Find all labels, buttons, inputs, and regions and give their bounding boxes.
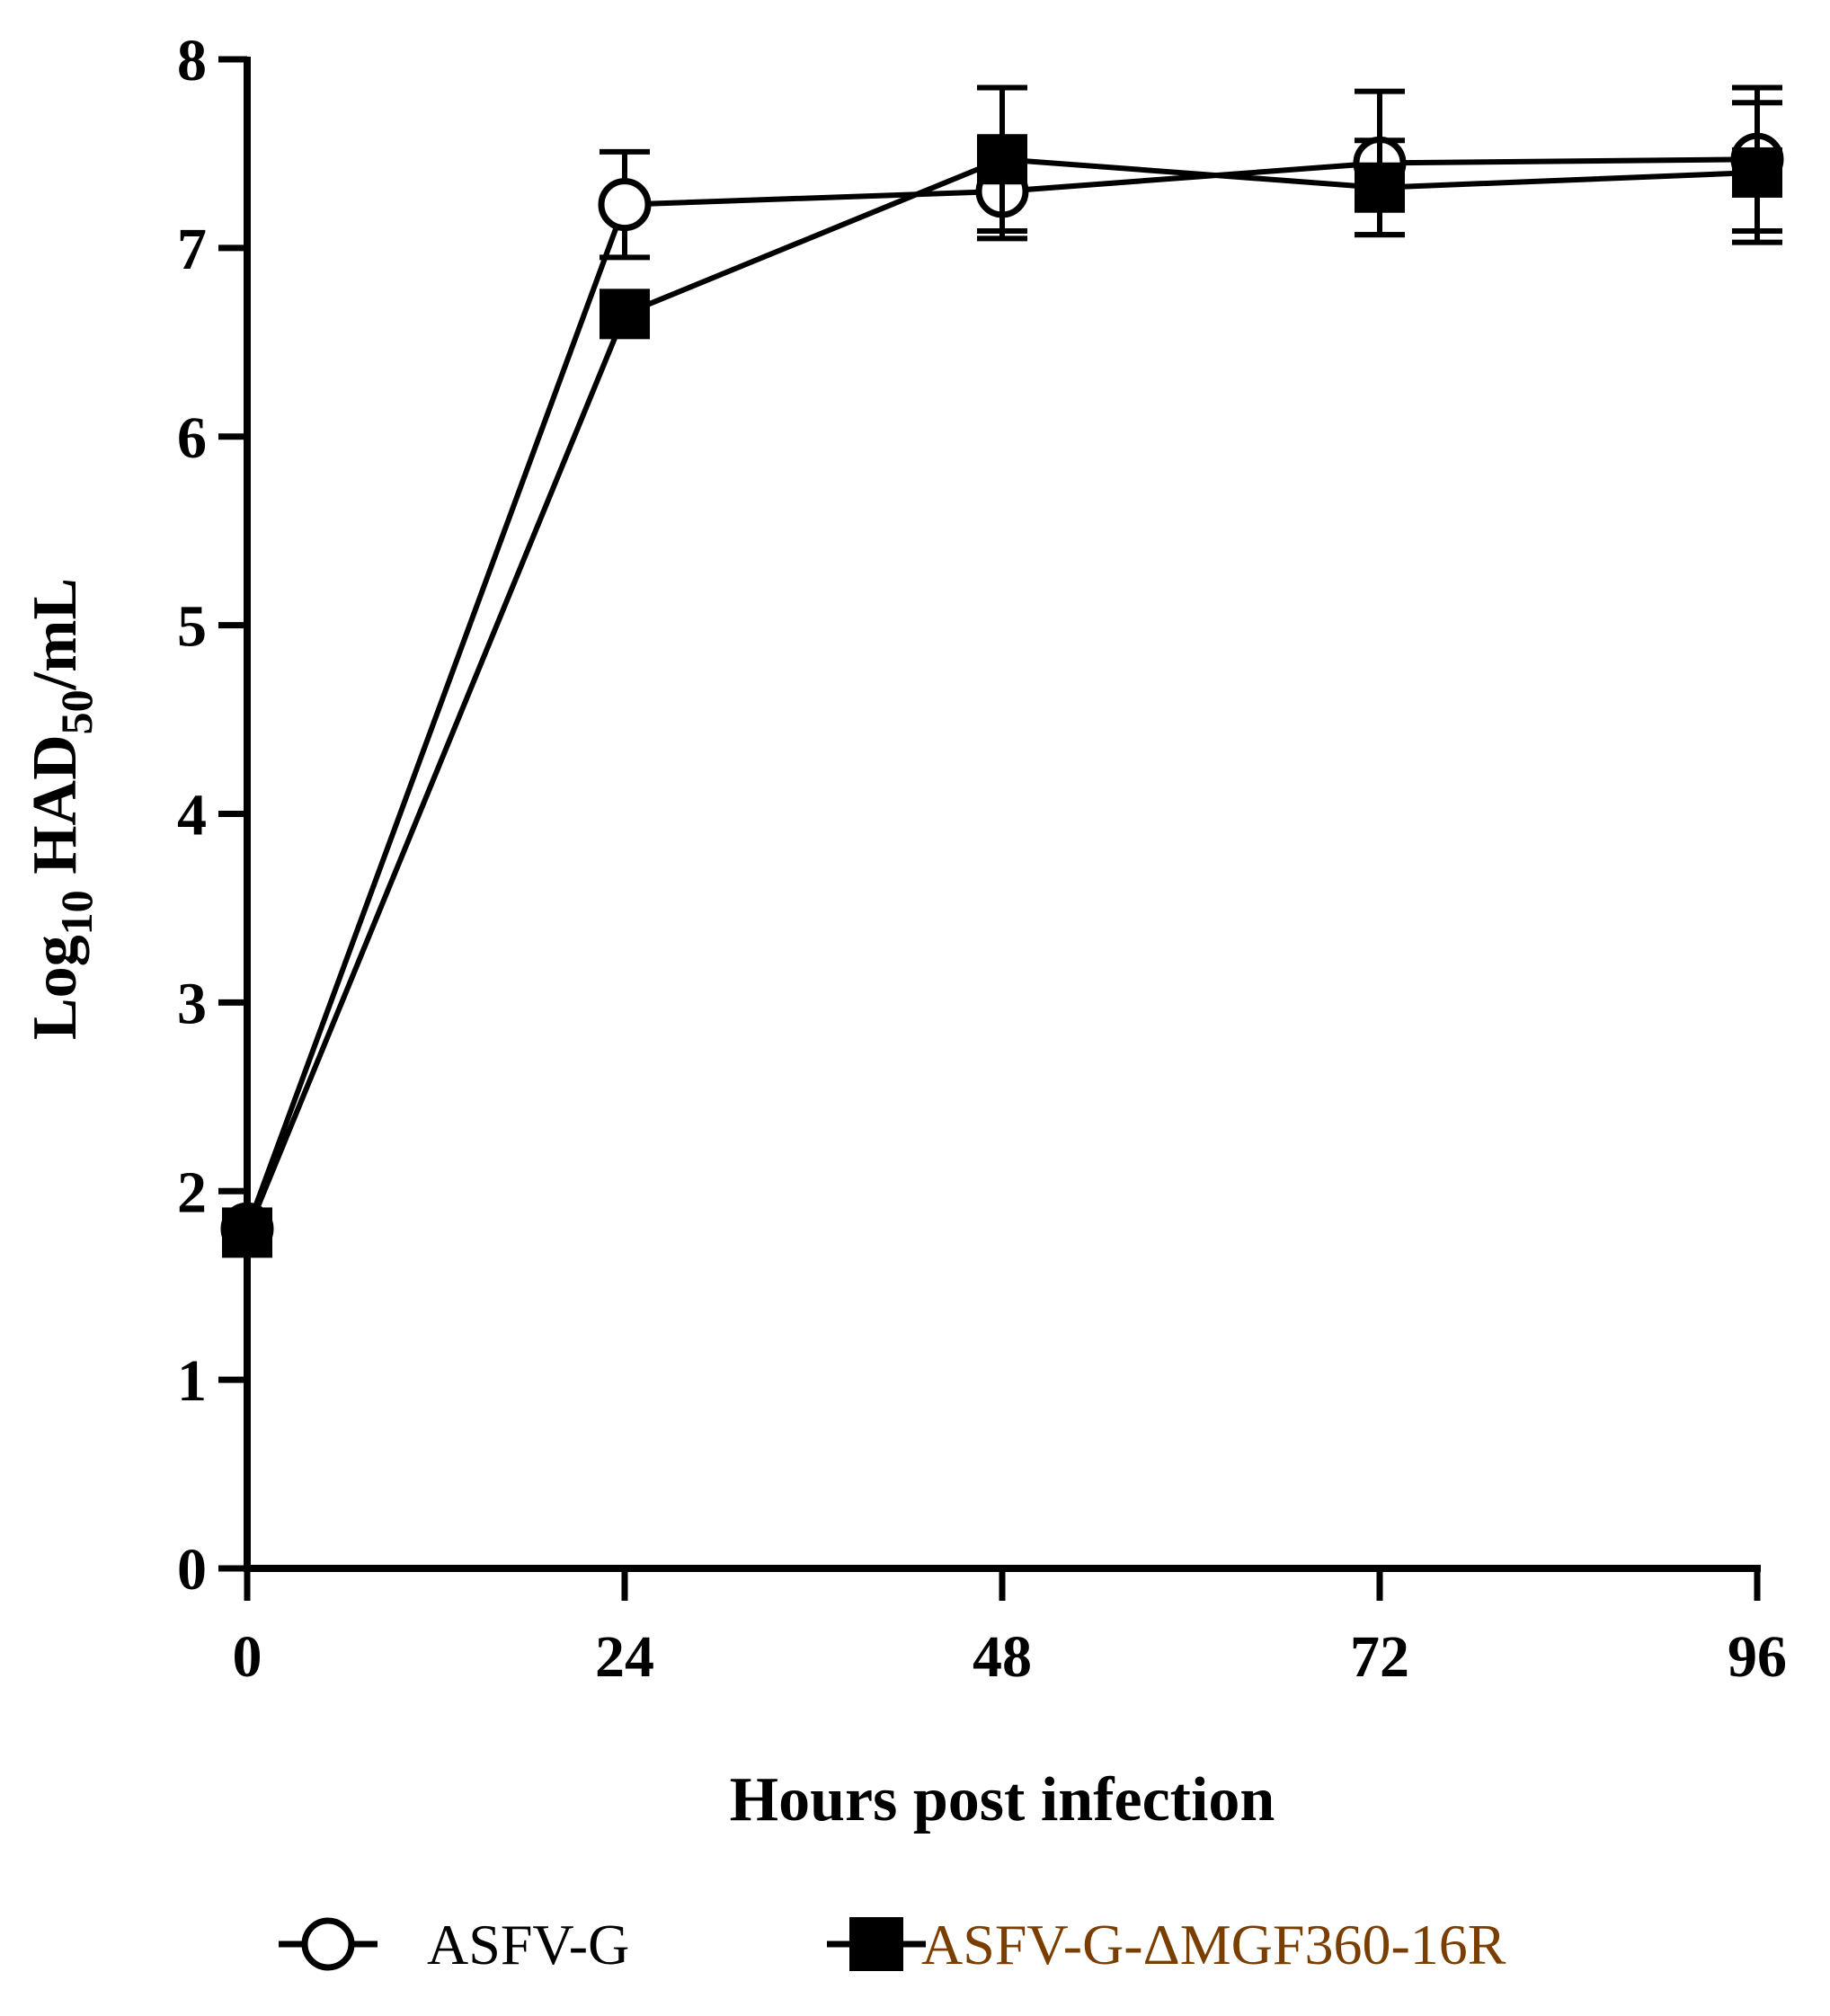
y-tick-label: 6 [177,405,207,471]
y-tick-label: 4 [177,783,207,848]
data-point [598,178,652,232]
series-1 [220,84,1784,1256]
series-layer [220,84,1784,1258]
data-point [1355,162,1405,213]
legend-entry-1: ASFV-G [279,1913,629,1976]
series-line [244,156,1758,1234]
series-line [244,156,1758,1230]
x-tick-label: 0 [233,1624,262,1690]
legend-label: ASFV-G-ΔMGF360-16R [921,1913,1506,1976]
y-tick-label: 3 [177,971,207,1036]
legend-marker [301,1917,355,1971]
y-tick-label: 1 [177,1348,207,1414]
legend: ASFV-G ASFV-G-ΔMGF360-16R [279,1913,1506,1976]
y-tick-label: 0 [177,1537,207,1603]
data-point [977,134,1027,185]
y-tick-label: 5 [177,594,207,660]
y-tick-label: 8 [177,28,207,93]
legend-label: ASFV-G [427,1913,629,1976]
y-tick-label: 7 [177,217,207,282]
x-tick-label: 96 [1728,1624,1787,1690]
data-point [600,289,650,340]
y-axis-title: Log10 HAD50/mL [21,578,102,1040]
data-point [222,1207,272,1258]
x-axis-title: Hours post infection [730,1765,1275,1834]
x-tick-label: 48 [973,1624,1032,1690]
x-axis: 0 24 48 72 96 [233,1565,1787,1690]
legend-marker [849,1917,903,1971]
data-point [1732,147,1782,198]
y-axis: 0 1 2 3 4 5 6 7 8 [177,28,251,1603]
legend-entry-2: ASFV-G-ΔMGF360-16R [827,1913,1506,1976]
y-tick-label: 2 [177,1159,207,1225]
series-2 [222,84,1782,1258]
x-tick-label: 72 [1350,1624,1409,1690]
x-tick-label: 24 [595,1624,654,1690]
